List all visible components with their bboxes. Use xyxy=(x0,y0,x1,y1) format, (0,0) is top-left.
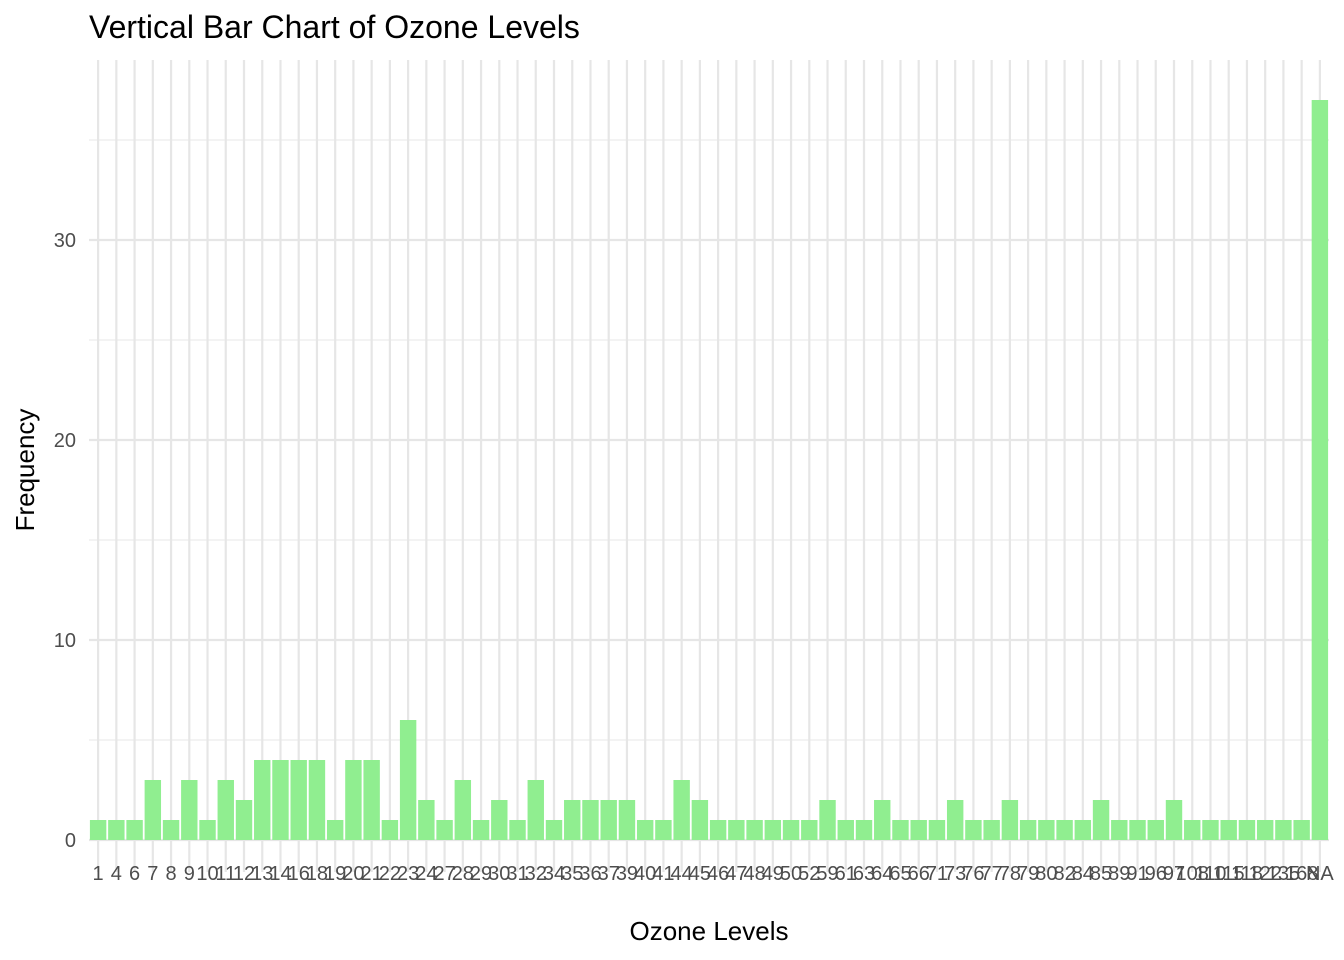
bar xyxy=(1166,800,1182,840)
bar xyxy=(673,780,689,840)
bar xyxy=(1257,820,1273,840)
grid xyxy=(89,60,1329,872)
x-tick-label: 6 xyxy=(129,863,140,885)
bar xyxy=(1148,820,1164,840)
bar xyxy=(272,760,288,840)
y-axis-title: Frequency xyxy=(10,409,40,532)
bar xyxy=(1293,820,1309,840)
bar xyxy=(436,820,452,840)
bar xyxy=(1184,820,1200,840)
bar xyxy=(947,800,963,840)
bar xyxy=(509,820,525,840)
bar xyxy=(345,760,361,840)
bar xyxy=(163,820,179,840)
bar xyxy=(1020,820,1036,840)
bar xyxy=(983,820,999,840)
bar xyxy=(418,800,434,840)
bar xyxy=(965,820,981,840)
bar xyxy=(363,760,379,840)
x-tick-label: 8 xyxy=(165,863,176,885)
bar xyxy=(108,820,124,840)
bar xyxy=(400,720,416,840)
bar xyxy=(309,760,325,840)
x-tick-label: 7 xyxy=(147,863,158,885)
y-tick-label: 10 xyxy=(54,630,76,652)
bar xyxy=(1093,800,1109,840)
bar xyxy=(1129,820,1145,840)
bar xyxy=(199,820,215,840)
bar xyxy=(145,780,161,840)
bar xyxy=(1202,820,1218,840)
bar xyxy=(181,780,197,840)
bar xyxy=(619,800,635,840)
bar xyxy=(819,800,835,840)
bar xyxy=(382,820,398,840)
bar xyxy=(874,800,890,840)
bar xyxy=(728,820,744,840)
x-tick-label: 9 xyxy=(184,863,195,885)
x-tick-label: NA xyxy=(1306,863,1334,885)
bar xyxy=(692,800,708,840)
bar xyxy=(1002,800,1018,840)
bar xyxy=(892,820,908,840)
bar xyxy=(528,780,544,840)
bar xyxy=(838,820,854,840)
bar xyxy=(801,820,817,840)
bar xyxy=(1221,820,1237,840)
bar xyxy=(1038,820,1054,840)
bar xyxy=(218,780,234,840)
bar xyxy=(291,760,307,840)
chart-title: Vertical Bar Chart of Ozone Levels xyxy=(89,9,580,45)
bar xyxy=(564,800,580,840)
x-tick-label: 4 xyxy=(111,863,122,885)
bar xyxy=(746,820,762,840)
bar xyxy=(546,820,562,840)
bar xyxy=(1075,820,1091,840)
y-tick-label: 0 xyxy=(65,830,76,852)
bar xyxy=(582,800,598,840)
bar xyxy=(327,820,343,840)
bar xyxy=(1275,820,1291,840)
bar xyxy=(90,820,106,840)
bar xyxy=(637,820,653,840)
bar xyxy=(601,800,617,840)
bar xyxy=(1239,820,1255,840)
bar xyxy=(655,820,671,840)
y-tick-label: 20 xyxy=(54,430,76,452)
bar xyxy=(710,820,726,840)
x-tick-label: 1 xyxy=(93,863,104,885)
bar xyxy=(455,780,471,840)
bar xyxy=(473,820,489,840)
x-axis-title: Ozone Levels xyxy=(630,916,789,946)
bar xyxy=(254,760,270,840)
bar xyxy=(1312,100,1328,840)
bar xyxy=(1056,820,1072,840)
bar xyxy=(236,800,252,840)
y-tick-label: 30 xyxy=(54,230,76,252)
bar xyxy=(929,820,945,840)
bar xyxy=(765,820,781,840)
y-axis-ticks: 0 10 20 30 xyxy=(54,230,76,852)
bars xyxy=(90,100,1328,840)
bar xyxy=(783,820,799,840)
bar xyxy=(491,800,507,840)
bar xyxy=(856,820,872,840)
x-axis-ticks: 1 4 6 7 8 9 1011121314161819202122232427282930… xyxy=(93,863,1335,885)
bar xyxy=(1111,820,1127,840)
bar xyxy=(126,820,142,840)
bar xyxy=(911,820,927,840)
